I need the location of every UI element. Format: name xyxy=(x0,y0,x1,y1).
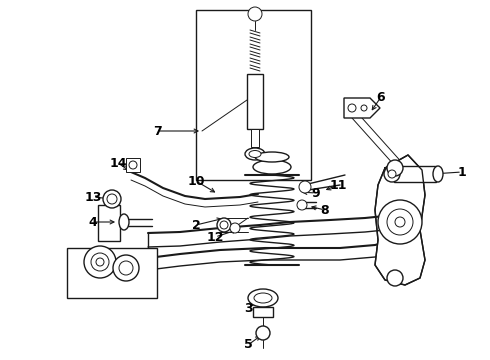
Circle shape xyxy=(129,161,137,169)
Text: 1: 1 xyxy=(458,166,466,179)
Text: 13: 13 xyxy=(84,190,102,203)
Circle shape xyxy=(84,246,116,278)
Circle shape xyxy=(299,181,311,193)
Text: 12: 12 xyxy=(206,230,224,243)
Circle shape xyxy=(395,217,405,227)
Ellipse shape xyxy=(433,166,443,182)
Ellipse shape xyxy=(254,293,272,303)
Circle shape xyxy=(387,209,413,235)
Bar xyxy=(98,205,120,241)
Ellipse shape xyxy=(253,160,291,174)
Text: 3: 3 xyxy=(244,302,252,315)
Circle shape xyxy=(388,170,396,178)
Circle shape xyxy=(384,166,400,182)
Circle shape xyxy=(348,104,356,112)
Text: 10: 10 xyxy=(187,175,205,188)
Circle shape xyxy=(103,190,121,208)
Polygon shape xyxy=(375,155,425,285)
Text: 14: 14 xyxy=(109,157,127,170)
Text: 7: 7 xyxy=(152,125,161,138)
Polygon shape xyxy=(344,98,380,118)
Ellipse shape xyxy=(249,150,261,158)
Circle shape xyxy=(107,194,117,204)
Text: 2: 2 xyxy=(192,219,200,231)
Ellipse shape xyxy=(119,214,129,230)
Text: 11: 11 xyxy=(329,179,347,192)
Text: 5: 5 xyxy=(244,338,252,351)
Circle shape xyxy=(378,200,422,244)
Bar xyxy=(247,74,263,129)
Circle shape xyxy=(248,7,262,21)
Circle shape xyxy=(113,255,139,281)
Circle shape xyxy=(256,326,270,340)
Circle shape xyxy=(361,105,367,111)
Bar xyxy=(196,10,311,180)
Text: 9: 9 xyxy=(312,186,320,199)
Bar xyxy=(126,158,140,172)
Circle shape xyxy=(230,223,240,233)
Circle shape xyxy=(387,160,403,176)
Ellipse shape xyxy=(245,148,265,160)
Bar xyxy=(67,248,157,298)
Text: 4: 4 xyxy=(89,216,98,229)
Circle shape xyxy=(387,270,403,286)
Ellipse shape xyxy=(255,152,289,162)
Text: 6: 6 xyxy=(377,90,385,104)
Circle shape xyxy=(96,258,104,266)
Circle shape xyxy=(119,261,133,275)
Circle shape xyxy=(297,200,307,210)
Circle shape xyxy=(220,221,228,229)
Bar xyxy=(253,307,273,317)
Circle shape xyxy=(217,218,231,232)
Bar xyxy=(251,129,259,147)
Circle shape xyxy=(91,253,109,271)
Text: 8: 8 xyxy=(320,203,329,216)
Ellipse shape xyxy=(248,289,278,307)
Bar xyxy=(394,166,436,182)
